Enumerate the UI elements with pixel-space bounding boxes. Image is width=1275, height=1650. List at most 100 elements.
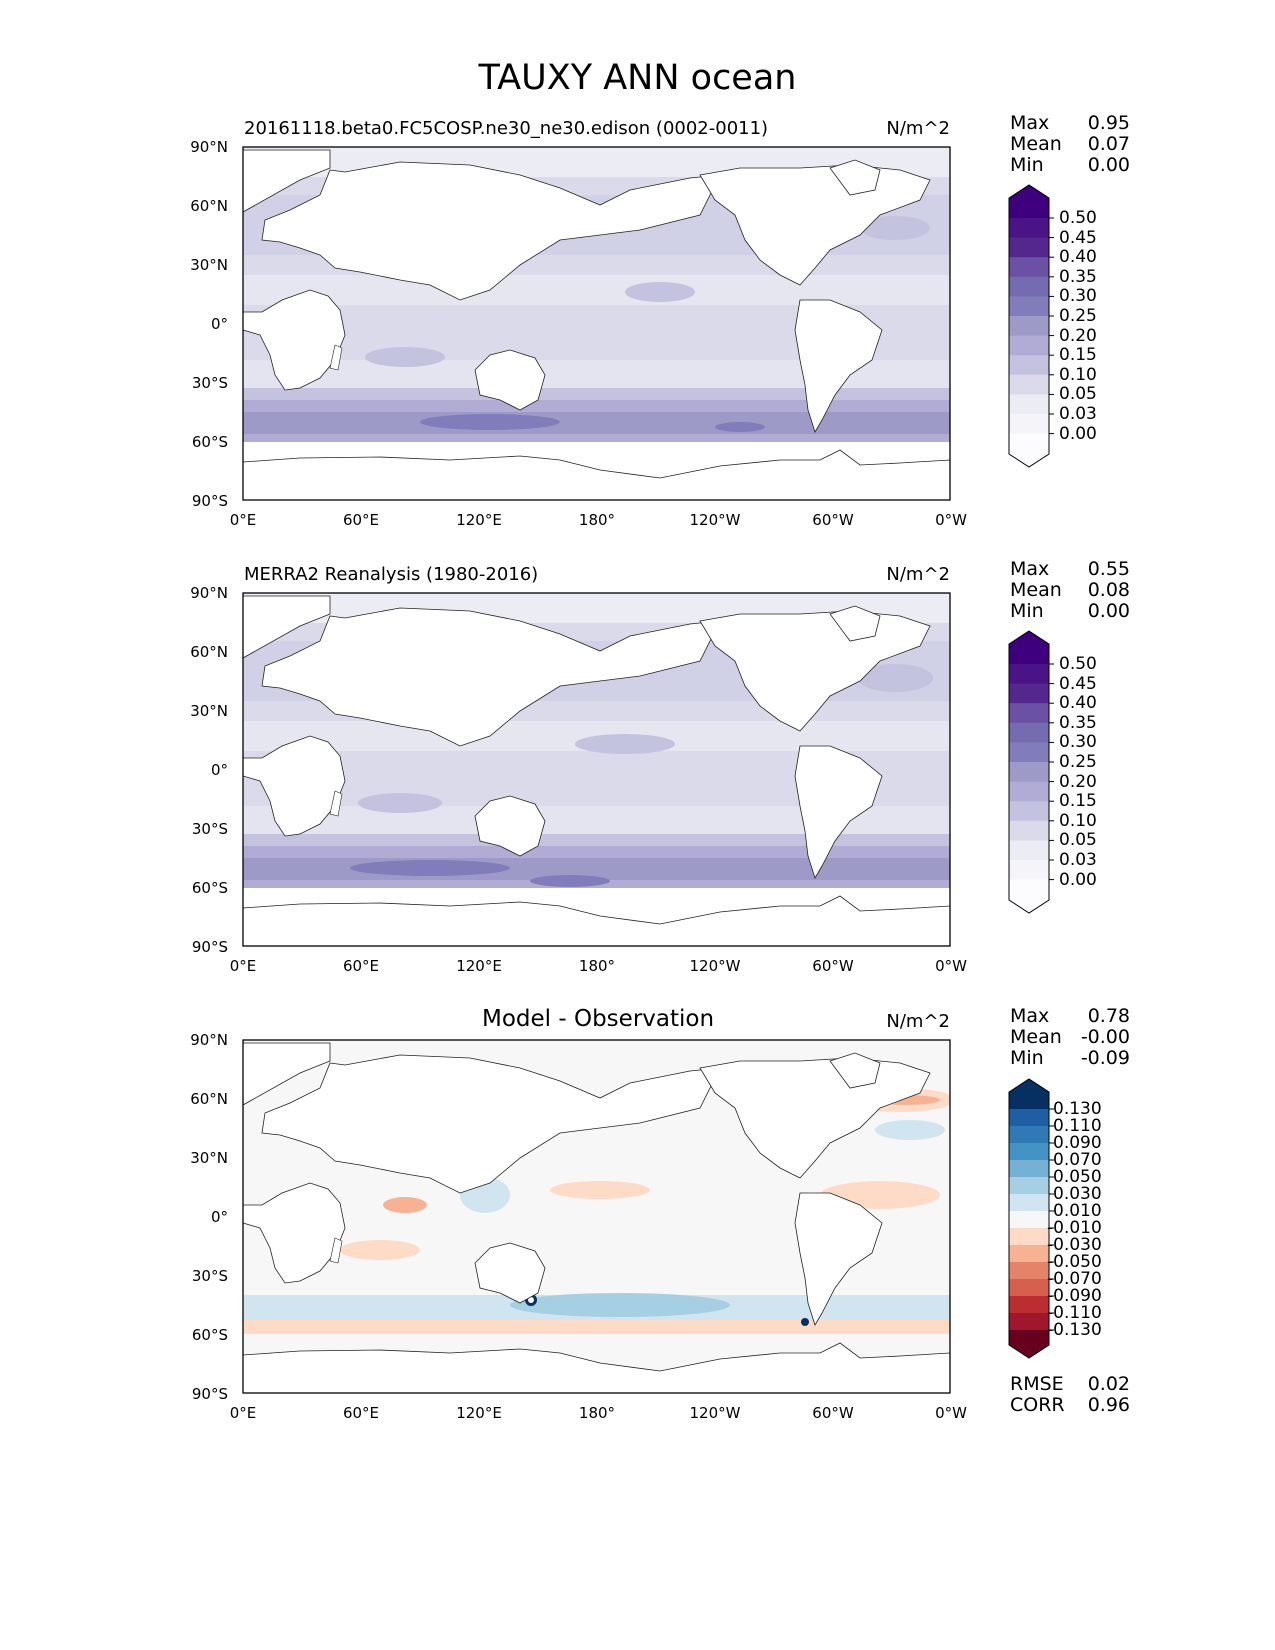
panel-3-colorbar-label: 0.130 <box>1053 1099 1102 1119</box>
panel-3-colorbar-label: -0.010 <box>1047 1218 1102 1238</box>
corr-value: 0.96 <box>1087 1394 1130 1416</box>
panel-1-colorbar-label: 0.45 <box>1059 228 1097 248</box>
colorbar-band <box>1009 801 1049 822</box>
panel-3-colorbar-label: -0.110 <box>1047 1303 1102 1323</box>
colorbar-band <box>1009 1126 1049 1144</box>
colorbar-band <box>1009 840 1049 861</box>
panel-3-colorbar-label: -0.130 <box>1047 1320 1102 1340</box>
colorbar-band <box>1009 296 1049 317</box>
panel-2-colorbar-label: 0.45 <box>1059 674 1097 694</box>
panel-2-colorbar-label: 0.00 <box>1059 870 1097 890</box>
colorbar-band <box>1009 820 1049 841</box>
panel-1-title: 20161118.beta0.FC5COSP.ne30_ne30.edison … <box>244 118 769 139</box>
panel-3-lon-tick: 0°W <box>935 1404 967 1422</box>
panel-3-lat-tick: 60°S <box>191 1326 228 1344</box>
panel-3-lon-tick: 120°W <box>689 1404 741 1422</box>
panel-2-colorbar-label: 0.10 <box>1059 811 1097 831</box>
panel-2-min-value: 0.00 <box>1087 600 1130 622</box>
colorbar-band <box>1009 1211 1049 1229</box>
panel-2-lat-tick: 30°S <box>191 820 228 838</box>
panel-2-mean-label: Mean <box>1010 579 1062 601</box>
panel-2-colorbar-label: 0.35 <box>1059 713 1097 733</box>
panel-1-max-value: 0.95 <box>1087 112 1130 134</box>
panel-3-lat-tick: 90°S <box>191 1385 228 1403</box>
colorbar-band <box>1009 1109 1049 1127</box>
colorbar-extend-min <box>1009 879 1049 913</box>
colorbar-band <box>1009 762 1049 783</box>
panel-3-colorbar-label: -0.070 <box>1047 1269 1102 1289</box>
panel-3-lon-tick: 60°W <box>812 1404 854 1422</box>
colorbar-outline <box>1008 184 1050 468</box>
panel-1-units: N/m^2 <box>886 118 950 139</box>
panel-3-colorbar-label: 0.010 <box>1053 1201 1102 1221</box>
panel-1-mean-value: 0.07 <box>1087 133 1130 155</box>
panel-1-mean-label: Mean <box>1010 133 1062 155</box>
colorbar-extend-max <box>1009 185 1049 218</box>
panel-2-min-label: Min <box>1010 600 1044 622</box>
panel-2-lon-tick: 120°W <box>689 957 741 975</box>
colorbar-band <box>1009 722 1049 743</box>
panel-3-lat-tick: 90°N <box>190 1031 228 1049</box>
panel-3-mean-label: Mean <box>1010 1026 1062 1048</box>
figure-title: TAUXY ANN ocean <box>478 58 797 98</box>
panel-1-lon-tick: 180° <box>578 511 616 529</box>
panel-1-lat-tick: 60°N <box>190 197 228 215</box>
panel-1-min-label: Min <box>1010 154 1044 176</box>
panel-2-colorbar-label: 0.30 <box>1059 732 1097 752</box>
panel-2-lat-tick: 60°N <box>190 643 228 661</box>
colorbar-extend-max <box>1009 631 1049 664</box>
colorbar-band <box>1009 683 1049 704</box>
panel-2-lat-tick: 0° <box>210 761 228 779</box>
panel-3-lon-tick: 60°E <box>342 1404 380 1422</box>
panel-3-min-value: -0.09 <box>1080 1047 1130 1069</box>
panel-3-lat-tick: 60°N <box>190 1090 228 1108</box>
panel-1-max-label: Max <box>1010 112 1050 134</box>
panel-1-colorbar-label: 0.03 <box>1059 404 1097 424</box>
panel-3-min-label: Min <box>1010 1047 1044 1069</box>
panel-2-lat-tick: 90°S <box>191 938 228 956</box>
colorbar-band <box>1009 1160 1049 1178</box>
colorbar-band <box>1009 664 1049 685</box>
panel-3-mean-value: -0.00 <box>1080 1026 1130 1048</box>
panel-1-lat-tick: 30°S <box>191 374 228 392</box>
panel-2-title: MERRA2 Reanalysis (1980-2016) <box>244 564 539 585</box>
panel-2-colorbar-label: 0.03 <box>1059 850 1097 870</box>
panel-2-units: N/m^2 <box>886 564 950 585</box>
panel-2-lon-tick: 0°E <box>229 957 257 975</box>
panel-1-colorbar-label: 0.05 <box>1059 384 1097 404</box>
panel-1-lon-tick: 0°W <box>935 511 967 529</box>
panel-1-colorbar-label: 0.30 <box>1059 286 1097 306</box>
panel-3-max-value: 0.78 <box>1087 1005 1130 1027</box>
panel-3-lat-tick: 0° <box>210 1208 228 1226</box>
panel-2-colorbar-label: 0.25 <box>1059 752 1097 772</box>
colorbar-band <box>1009 1177 1049 1195</box>
colorbar-band <box>1009 1313 1049 1331</box>
colorbar-band <box>1009 237 1049 258</box>
panel-3-colorbar-label: 0.110 <box>1053 1116 1102 1136</box>
colorbar-extend-min <box>1009 1330 1049 1358</box>
colorbar-band <box>1009 355 1049 376</box>
colorbar-band <box>1009 742 1049 763</box>
panel-1-colorbar-label: 0.35 <box>1059 267 1097 287</box>
colorbar-outline <box>1008 1078 1050 1359</box>
colorbar-band <box>1009 257 1049 278</box>
panel-1-colorbar-label: 0.10 <box>1059 365 1097 385</box>
panel-1-colorbar-label: 0.25 <box>1059 306 1097 326</box>
colorbar-band <box>1009 1245 1049 1263</box>
panel-2-lat-tick: 30°N <box>190 702 228 720</box>
colorbar-band <box>1009 781 1049 802</box>
panel-3-colorbar-label: 0.090 <box>1053 1133 1102 1153</box>
panel-1-lon-tick: 60°E <box>342 511 380 529</box>
panel-3-lon-tick: 0°E <box>229 1404 257 1422</box>
colorbar-band <box>1009 703 1049 724</box>
panel-1-lon-tick: 60°W <box>812 511 854 529</box>
panel-1-colorbar-label: 0.15 <box>1059 345 1097 365</box>
colorbar-band <box>1009 1228 1049 1246</box>
panel-3-colorbar-label: -0.030 <box>1047 1235 1102 1255</box>
colorbar-band <box>1009 394 1049 415</box>
panel-2-colorbar-label: 0.40 <box>1059 693 1097 713</box>
panel-3-units: N/m^2 <box>886 1011 950 1032</box>
colorbar-band <box>1009 860 1049 881</box>
panel-1-lon-tick: 120°E <box>456 511 502 529</box>
panel-3-colorbar-label: 0.030 <box>1053 1184 1102 1204</box>
